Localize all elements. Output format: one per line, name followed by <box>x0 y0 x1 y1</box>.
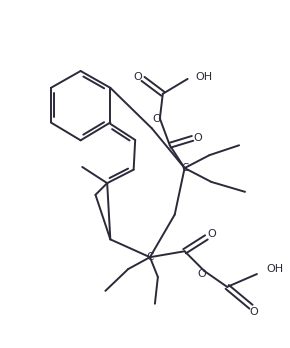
Text: C: C <box>181 163 188 173</box>
Text: O: O <box>193 133 202 143</box>
Text: C: C <box>146 252 154 262</box>
Text: O: O <box>153 113 161 124</box>
Text: OH: OH <box>267 264 284 274</box>
Text: O: O <box>134 72 142 82</box>
Text: O: O <box>197 269 206 279</box>
Text: OH: OH <box>195 72 213 82</box>
Text: O: O <box>207 229 216 239</box>
Text: O: O <box>250 307 258 317</box>
